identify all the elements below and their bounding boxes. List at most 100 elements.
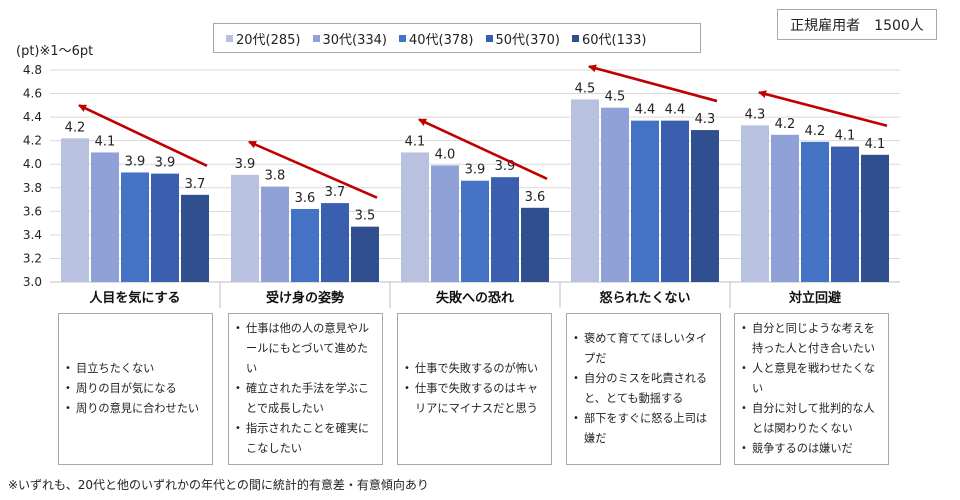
bar — [521, 207, 549, 282]
bar-value-label: 4.2 — [65, 120, 86, 135]
bar-value-label: 4.1 — [865, 137, 886, 152]
bar — [401, 152, 429, 282]
legend-swatch — [226, 34, 233, 42]
bar — [431, 165, 459, 282]
note-item: 指示されたことを確実にこなしたい — [235, 419, 378, 459]
note-box-tairitsu: 自分と同じような考えを持った人と付き合いたい 人と意見を戦わせたくない 自分に対… — [734, 313, 889, 465]
bar-value-label: 3.8 — [265, 169, 286, 184]
bar-value-label: 3.6 — [295, 191, 316, 206]
trend-arrow — [758, 90, 888, 128]
y-tick-label: 4.8 — [23, 63, 42, 77]
legend-item: 50代(370) — [485, 29, 561, 48]
legend-swatch — [572, 34, 579, 42]
bar-value-label: 3.9 — [465, 163, 486, 178]
y-tick-label: 3.4 — [23, 228, 42, 242]
note-item: 仕事で失敗するのはキャリアにマイナスだと思う — [404, 379, 547, 419]
bar — [461, 180, 489, 282]
trend-arrow — [418, 118, 548, 180]
note-item: 仕事で失敗するのが怖い — [404, 359, 547, 379]
bar — [831, 146, 859, 282]
bar — [491, 177, 519, 282]
bar — [291, 208, 319, 282]
bar-value-label: 4.5 — [575, 81, 596, 96]
bar — [861, 154, 889, 282]
y-tick-label: 4.6 — [23, 87, 42, 101]
bar-value-label: 4.5 — [605, 90, 626, 105]
note-item: 自分に対して批判的な人とは関わりたくない — [741, 399, 884, 439]
bar-value-label: 4.2 — [805, 124, 826, 139]
note-item: 自分のミスを叱責されると、とても動揺する — [573, 369, 716, 409]
y-tick-label: 3.6 — [23, 204, 42, 218]
bar — [571, 99, 599, 282]
sample-size-badge: 正規雇用者 1500人 — [777, 9, 937, 40]
note-list: 自分と同じような考えを持った人と付き合いたい 人と意見を戦わせたくない 自分に対… — [741, 319, 884, 459]
legend-label: 50代(370) — [495, 32, 561, 48]
bar-value-label: 4.1 — [405, 134, 426, 149]
bar — [261, 186, 289, 282]
legend-label: 60代(133) — [582, 32, 647, 48]
note-item: 周りの目が気になる — [65, 379, 199, 399]
bar — [601, 107, 629, 282]
bar — [181, 194, 209, 282]
category-label: 人目を気にする — [89, 290, 180, 306]
note-list: 褒めて育ててほしいタイプだ 自分のミスを叱責されると、とても動揺する 部下をすぐ… — [573, 329, 716, 449]
bar-value-label: 3.9 — [235, 157, 256, 172]
note-item: 確立された手法を学ぶことで成長したい — [235, 379, 378, 419]
bar — [631, 120, 659, 283]
y-tick-label: 3.8 — [23, 181, 42, 195]
footnote: ※いずれも、20代と他のいずれかの年代との間に統計的有意差・有意傾向あり — [8, 478, 429, 492]
legend-swatch — [399, 34, 406, 42]
legend-swatch — [312, 34, 320, 42]
y-tick-label: 3.2 — [23, 251, 42, 265]
bar-value-label: 3.7 — [185, 177, 206, 192]
bar — [91, 152, 119, 282]
bar-value-label: 4.3 — [745, 107, 766, 122]
bar-value-label: 3.9 — [155, 156, 176, 171]
bar-value-label: 3.5 — [355, 209, 376, 224]
category-label: 怒られたくない — [599, 290, 690, 306]
note-item: 仕事は他の人の意見やルールにもとづいて進めたい — [235, 319, 378, 379]
note-list: 仕事は他の人の意見やルールにもとづいて進めたい 確立された手法を学ぶことで成長し… — [235, 319, 378, 459]
bar — [741, 125, 769, 282]
bar — [231, 174, 259, 282]
bar — [661, 120, 689, 283]
note-box-ukemi: 仕事は他の人の意見やルールにもとづいて進めたい 確立された手法を学ぶことで成長し… — [228, 313, 383, 465]
bar-value-label: 3.7 — [325, 185, 346, 200]
legend-item: 40代(378) — [399, 29, 474, 48]
legend: 20代(285) 30代(334) 40代(378) 50代(370) 60代(… — [213, 23, 701, 53]
y-tick-label: 4.2 — [23, 134, 42, 148]
bar — [321, 203, 349, 282]
trend-arrow — [588, 64, 718, 103]
y-tick-label: 4.0 — [23, 157, 42, 171]
y-axis-unit-label: (pt)※1～6pt — [16, 44, 94, 59]
category-label: 受け身の姿勢 — [266, 290, 344, 306]
bar-value-label: 3.9 — [125, 154, 146, 169]
bar-value-label: 3.6 — [525, 190, 546, 205]
bar — [61, 138, 89, 282]
bar-value-label: 4.4 — [635, 103, 656, 118]
note-item: 目立ちたくない — [65, 359, 199, 379]
y-tick-label: 4.4 — [23, 110, 42, 124]
bar-value-label: 4.1 — [835, 129, 856, 144]
bar — [771, 134, 799, 282]
note-item: 部下をすぐに怒る上司は嫌だ — [573, 409, 716, 449]
legend-label: 30代(334) — [322, 32, 388, 48]
bar-value-label: 4.1 — [95, 134, 116, 149]
legend-item: 60代(133) — [572, 29, 647, 48]
category-label: 失敗への恐れ — [436, 290, 514, 306]
note-item: 周りの意見に合わせたい — [65, 399, 199, 419]
note-list: 仕事で失敗するのが怖い 仕事で失敗するのはキャリアにマイナスだと思う — [404, 359, 547, 419]
bar — [801, 141, 829, 282]
bar-value-label: 4.0 — [435, 147, 456, 162]
bar — [351, 226, 379, 282]
note-list: 目立ちたくない 周りの目が気になる 周りの意見に合わせたい — [65, 359, 199, 419]
bar-value-label: 4.4 — [665, 103, 686, 118]
legend-swatch — [485, 34, 493, 42]
bar-value-label: 4.3 — [695, 112, 716, 127]
bar — [691, 130, 719, 282]
bar-value-label: 4.2 — [775, 117, 796, 132]
legend-label: 40代(378) — [409, 32, 474, 48]
note-box-shippai: 仕事で失敗するのが怖い 仕事で失敗するのはキャリアにマイナスだと思う — [397, 313, 552, 465]
note-item: 競争するのは嫌いだ — [741, 439, 884, 459]
